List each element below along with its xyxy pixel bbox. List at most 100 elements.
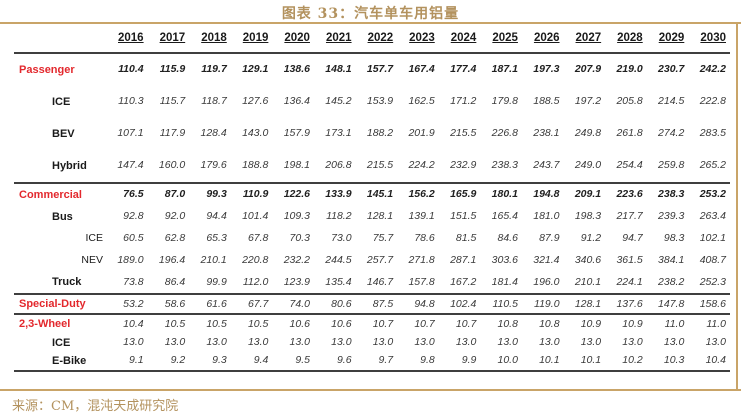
cell-value: 10.8 <box>480 313 522 334</box>
cell-value: 151.5 <box>450 210 477 223</box>
cell-value: 361.5 <box>616 253 643 266</box>
cell-value: 180.1 <box>480 182 522 207</box>
cell-value: 261.8 <box>616 127 643 140</box>
cell-value: 10.7 <box>397 313 439 334</box>
cell-value: 160.0 <box>158 159 186 172</box>
cell-value: 157.8 <box>408 275 435 288</box>
year-header: 2020 <box>272 29 314 54</box>
cell-value: 74.0 <box>272 293 314 315</box>
cell-value: 99.9 <box>206 275 227 288</box>
cell-value: 80.6 <box>313 293 356 315</box>
cell-value: 283.5 <box>699 127 726 140</box>
cell-value: 9.6 <box>336 353 352 366</box>
cell-value: 188.8 <box>242 159 269 172</box>
year-header: 2023 <box>397 29 439 54</box>
cell-value: 158.6 <box>688 293 730 315</box>
cell-value: 157.9 <box>283 127 310 140</box>
row-label: Passenger <box>19 63 75 76</box>
table-row: Commercial 76.5 87.0 99.3 110.9 122.6 133.9 145… <box>14 182 730 207</box>
aluminum-per-vehicle-table: 2016 2017 2018 2019 2020 2021 2022 2023 2024 2025… <box>14 29 730 372</box>
year-header: 2026 <box>521 29 564 54</box>
year-header-row: 2016 2017 2018 2019 2020 2021 2022 2023 2024 2025… <box>14 29 730 54</box>
cell-value: 9.4 <box>253 353 269 366</box>
cell-value: 115.7 <box>159 95 186 107</box>
cell-value: 61.6 <box>189 293 231 315</box>
cell-value: 13.0 <box>539 335 560 348</box>
cell-value: 217.7 <box>616 210 643 223</box>
cell-value: 86.4 <box>164 275 186 288</box>
cell-value: 230.7 <box>658 62 685 75</box>
cell-value: 101.4 <box>242 210 269 223</box>
cell-value: 119.7 <box>201 62 227 75</box>
cell-value: 62.8 <box>164 232 186 245</box>
cell-value: 10.9 <box>563 313 606 334</box>
table-row: BEV 107.1 117.9 128.4 143.0 157.9 173.1 188.2 20… <box>14 118 730 150</box>
cell-value: 98.3 <box>663 232 685 245</box>
cell-value: 156.2 <box>397 182 439 207</box>
cell-value: 153.9 <box>366 95 394 107</box>
cell-value: 226.8 <box>491 127 518 140</box>
cell-value: 224.2 <box>408 159 435 172</box>
cell-value: 10.9 <box>605 313 647 334</box>
cell-value: 102.1 <box>699 232 726 245</box>
cell-value: 10.6 <box>313 313 356 334</box>
cell-value: 201.9 <box>408 127 435 140</box>
cell-value: 10.0 <box>497 353 518 366</box>
cell-value: 223.6 <box>605 182 647 207</box>
corner-cell <box>14 29 106 54</box>
cell-value: 87.5 <box>355 293 398 315</box>
cell-value: 162.5 <box>408 95 435 107</box>
row-label: Hybrid <box>52 159 87 172</box>
year-header: 2016 <box>106 29 148 54</box>
cell-value: 271.8 <box>408 253 435 266</box>
table-body: Passenger 110.4 115.9 119.7 129.1 138.6 148.1 1… <box>14 53 730 371</box>
cell-value: 123.9 <box>283 275 310 288</box>
table-row: ICE 13.0 13.0 13.0 13.0 13.0 13.0 13.0 13.0 13.0 1… <box>14 334 730 352</box>
row-label: BEV <box>52 127 75 140</box>
cell-value: 187.1 <box>491 62 518 75</box>
cell-value: 194.8 <box>521 182 564 207</box>
row-label: ICE <box>85 232 103 245</box>
row-label: Special-Duty <box>14 293 106 315</box>
cell-value: 232.2 <box>283 253 310 266</box>
cell-value: 238.1 <box>533 127 560 140</box>
row-label: Truck <box>52 276 82 289</box>
cell-value: 197.2 <box>574 95 602 107</box>
cell-value: 13.0 <box>455 335 477 348</box>
cell-value: 181.4 <box>491 275 518 288</box>
cell-value: 60.5 <box>123 232 144 245</box>
cell-value: 287.1 <box>450 253 477 266</box>
cell-value: 224.1 <box>616 275 643 288</box>
cell-value: 10.8 <box>521 313 564 334</box>
source-note: 来源：CM，混沌天成研究院 <box>0 389 741 414</box>
cell-value: 109.3 <box>283 210 310 223</box>
cell-value: 67.7 <box>230 293 273 315</box>
figure-title: 图表 33：汽车单车用铝量 <box>281 6 460 22</box>
cell-value: 128.4 <box>200 127 227 140</box>
cell-value: 244.5 <box>325 253 352 266</box>
year-header: 2018 <box>189 29 231 54</box>
cell-value: 303.6 <box>491 253 518 266</box>
cell-value: 139.1 <box>408 210 435 223</box>
cell-value: 92.8 <box>123 210 144 223</box>
cell-value: 81.5 <box>455 232 477 245</box>
cell-value: 340.6 <box>574 253 602 266</box>
cell-value: 13.0 <box>497 335 518 348</box>
row-label: Commercial <box>14 182 106 207</box>
table-row: NEV 189.0 196.4 210.1 220.8 232.2 244.5 257.7 27… <box>14 250 730 272</box>
cell-value: 13.0 <box>622 335 643 348</box>
cell-value: 10.2 <box>622 353 643 366</box>
cell-value: 220.8 <box>242 253 269 266</box>
cell-value: 145.1 <box>355 182 398 207</box>
cell-value: 10.6 <box>272 313 314 334</box>
cell-value: 384.1 <box>658 253 685 266</box>
title-divider <box>0 22 741 24</box>
cell-value: 118.7 <box>201 95 227 107</box>
cell-value: 99.3 <box>189 182 231 207</box>
cell-value: 13.0 <box>705 335 726 348</box>
table-row: Hybrid 147.4 160.0 179.6 188.8 198.1 206.8 215.… <box>14 150 730 183</box>
cell-value: 87.9 <box>539 232 560 245</box>
page-right-border <box>736 22 738 389</box>
year-header: 2019 <box>230 29 273 54</box>
cell-value: 92.0 <box>164 210 186 223</box>
